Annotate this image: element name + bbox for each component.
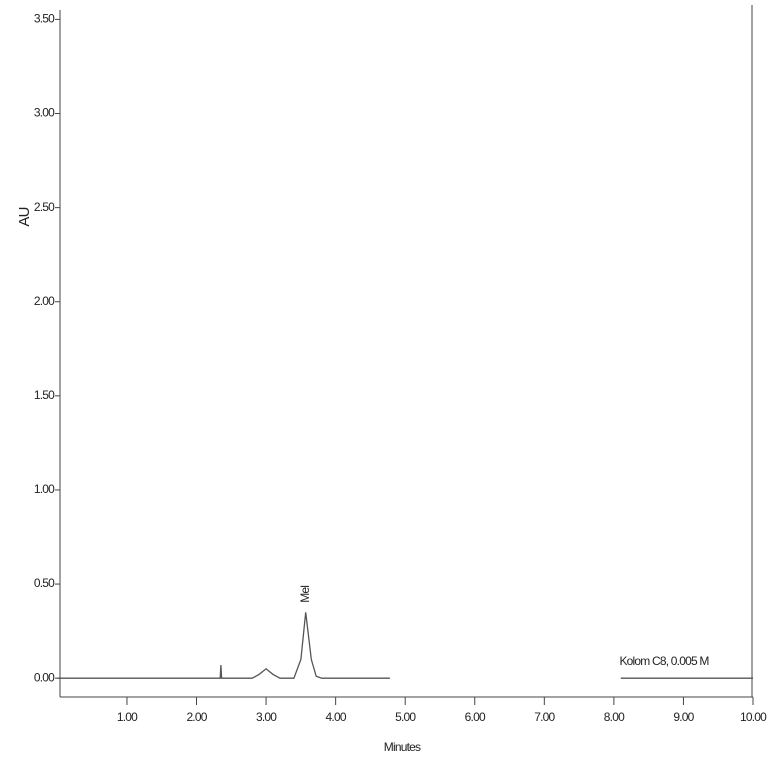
chart: AU Minutes Kolom C8, 0.005 M 0.00 0.50 1.0… xyxy=(0,0,771,760)
trace xyxy=(57,612,753,678)
x-tick-label: 2.00 xyxy=(186,710,207,724)
x-tick-label: 9.00 xyxy=(673,710,694,724)
y-tick-label: 1.00 xyxy=(34,482,55,496)
annotation: Kolom C8, 0.005 M xyxy=(619,654,709,668)
x-tick-label: 6.00 xyxy=(465,710,486,724)
x-tick-label: 5.00 xyxy=(395,710,416,724)
x-axis-label: Minutes xyxy=(384,740,421,754)
peak-label: Mel xyxy=(298,586,312,603)
y-tick-label: 0.00 xyxy=(34,670,55,684)
y-axis-label: AU xyxy=(16,207,33,226)
x-tick-label: 7.00 xyxy=(534,710,555,724)
y-tick-label: 3.00 xyxy=(34,106,55,120)
x-tick-label: 8.00 xyxy=(604,710,625,724)
y-tick-label: 1.50 xyxy=(34,388,55,402)
y-tick-label: 3.50 xyxy=(34,12,55,26)
x-tick-label: 3.00 xyxy=(256,710,277,724)
x-tick-label: 10.00 xyxy=(740,710,767,724)
x-tick-label: 4.00 xyxy=(326,710,347,724)
y-tick-label: 2.50 xyxy=(34,200,55,214)
x-tick-label: 1.00 xyxy=(117,710,138,724)
y-tick-label: 0.50 xyxy=(34,576,55,590)
y-tick-label: 2.00 xyxy=(34,294,55,308)
